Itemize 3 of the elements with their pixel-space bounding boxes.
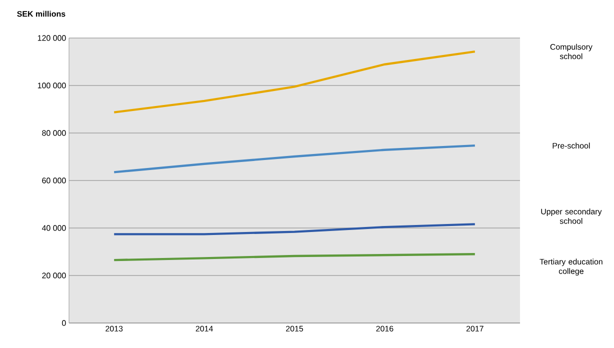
- line-series: [113, 50, 476, 114]
- line-series: [113, 144, 476, 174]
- line-series: [113, 223, 476, 236]
